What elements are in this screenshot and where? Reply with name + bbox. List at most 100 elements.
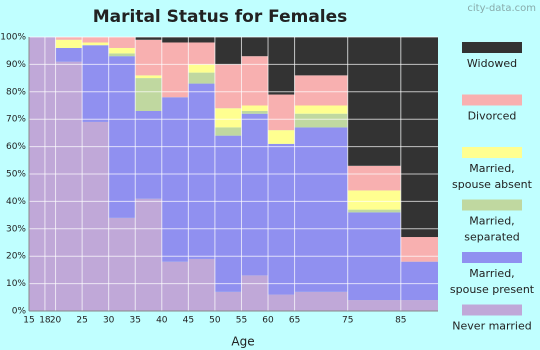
- legend-swatch: [462, 147, 522, 158]
- legend-swatch: [462, 42, 522, 53]
- segment: [188, 42, 215, 65]
- legend-label: Married, spouse absent: [452, 162, 533, 191]
- segment: [55, 39, 83, 48]
- segment: [400, 237, 438, 262]
- x-tick-label: 60: [262, 316, 274, 326]
- segment: [241, 110, 269, 114]
- segment: [82, 121, 109, 311]
- segment: [161, 37, 189, 43]
- segment: [188, 37, 215, 43]
- watermark: city-data.com: [467, 3, 536, 14]
- y-tick-label: 20%: [6, 252, 26, 262]
- chart-title: Marital Status for Females: [93, 7, 348, 27]
- segment: [214, 135, 242, 292]
- x-tick-label: 25: [76, 316, 87, 326]
- legend-swatch: [462, 252, 522, 263]
- segment: [82, 37, 109, 43]
- segment: [55, 37, 83, 40]
- segment: [294, 127, 348, 292]
- legend-label: Married, spouse present: [450, 267, 535, 296]
- segment: [108, 37, 136, 48]
- y-tick-label: 10%: [6, 279, 26, 289]
- segment: [214, 64, 242, 109]
- y-tick-label: 90%: [6, 60, 26, 70]
- y-tick-label: 60%: [6, 142, 26, 152]
- x-tick-label: 40: [156, 316, 168, 326]
- segment: [188, 83, 215, 259]
- segment: [241, 56, 269, 106]
- segment: [268, 143, 295, 295]
- segment: [400, 300, 438, 311]
- segment: [214, 291, 242, 311]
- x-tick-label: 85: [395, 316, 406, 326]
- legend-label: Divorced: [468, 110, 517, 123]
- segment: [400, 37, 438, 238]
- segment: [108, 56, 136, 218]
- x-tick-label: 35: [130, 316, 141, 326]
- segment: [347, 209, 401, 213]
- segment: [55, 61, 83, 311]
- segment: [294, 37, 348, 76]
- legend-swatch: [462, 94, 522, 106]
- segment: [294, 291, 348, 311]
- segment: [241, 105, 269, 111]
- x-tick-label: 50: [209, 316, 221, 326]
- legend-swatch: [462, 304, 522, 316]
- segment: [108, 217, 136, 311]
- segment: [135, 39, 162, 76]
- segment: [214, 108, 242, 128]
- y-tick-label: 40%: [6, 197, 26, 207]
- segment: [294, 105, 348, 114]
- legend-swatch: [462, 199, 522, 211]
- segment: [188, 64, 215, 73]
- segment: [294, 113, 348, 128]
- x-tick-label: 45: [183, 316, 194, 326]
- segment: [268, 294, 295, 311]
- segment: [268, 94, 295, 131]
- segment: [347, 190, 401, 210]
- segment: [347, 165, 401, 191]
- segment: [55, 47, 83, 62]
- legend-label: Widowed: [467, 57, 517, 70]
- x-tick-label: 75: [342, 316, 353, 326]
- segment: [268, 130, 295, 144]
- y-tick-label: 0%: [12, 307, 27, 317]
- segment: [347, 300, 401, 311]
- y-tick-label: 80%: [6, 87, 26, 97]
- x-tick-label: 55: [236, 316, 247, 326]
- legend-label: Never married: [452, 320, 531, 333]
- segment: [188, 258, 215, 311]
- segment: [188, 72, 215, 84]
- segment: [135, 110, 162, 199]
- x-tick-label: 65: [289, 316, 300, 326]
- segment: [400, 261, 438, 301]
- legend-label: Married, separated: [464, 215, 520, 244]
- segment: [241, 37, 269, 57]
- segment: [108, 53, 136, 57]
- segment: [82, 45, 109, 122]
- segment: [214, 37, 242, 65]
- y-tick-label: 70%: [6, 115, 26, 125]
- segment: [82, 42, 109, 46]
- y-tick-label: 100%: [0, 33, 26, 43]
- segment: [241, 113, 269, 276]
- y-tick-label: 50%: [6, 170, 26, 180]
- y-tick-label: 30%: [6, 224, 26, 234]
- x-tick-label: 18: [39, 316, 51, 326]
- segment: [268, 37, 295, 95]
- segment: [294, 75, 348, 106]
- segment: [135, 37, 162, 40]
- segment: [161, 261, 189, 311]
- x-axis-label: Age: [231, 335, 254, 349]
- segment: [161, 42, 189, 98]
- x-tick-label: 15: [23, 316, 34, 326]
- segment: [161, 97, 189, 262]
- segment: [347, 37, 401, 166]
- x-tick-label: 30: [103, 316, 115, 326]
- x-tick-label: 20: [50, 316, 62, 326]
- segment: [241, 275, 269, 311]
- segment: [135, 75, 162, 79]
- segment: [135, 198, 162, 311]
